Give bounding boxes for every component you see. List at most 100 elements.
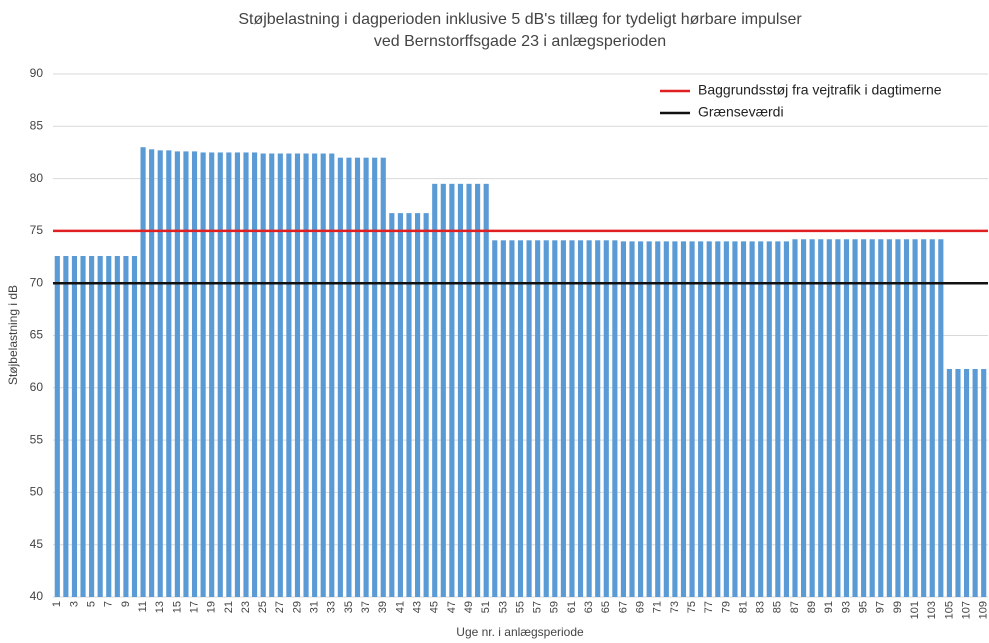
x-tick-label: 45 <box>429 601 441 613</box>
bar <box>981 368 987 597</box>
x-tick-label: 99 <box>892 601 904 613</box>
x-tick-label: 15 <box>171 601 183 613</box>
bar <box>432 183 438 597</box>
x-tick-label: 71 <box>652 601 664 613</box>
y-tick-label: 65 <box>30 328 44 342</box>
x-tick-label: 27 <box>274 601 286 613</box>
bar <box>929 239 935 597</box>
bar <box>577 240 584 597</box>
x-tick-label: 67 <box>617 601 629 613</box>
bar <box>209 152 215 597</box>
bar <box>260 153 266 597</box>
bar <box>543 240 549 597</box>
y-tick-label: 40 <box>30 589 44 603</box>
x-tick-label: 35 <box>343 601 355 613</box>
bar <box>380 157 386 597</box>
x-axis-label: Uge nr. i anlægsperiode <box>456 625 584 639</box>
bar <box>320 153 326 597</box>
bar <box>535 240 541 597</box>
bar <box>277 153 283 597</box>
bar <box>732 241 738 598</box>
x-tick-label: 53 <box>497 601 509 613</box>
bar <box>886 239 892 597</box>
bar <box>723 241 729 598</box>
x-tick-label: 97 <box>875 601 887 613</box>
x-tick-label: 81 <box>737 601 749 613</box>
x-tick-label: 69 <box>634 601 646 613</box>
x-tick-label: 105 <box>943 601 955 619</box>
x-tick-label: 31 <box>309 601 321 613</box>
bar <box>329 153 335 597</box>
bar <box>114 256 120 597</box>
bar <box>466 183 472 597</box>
bar <box>500 240 506 597</box>
bar <box>612 240 618 597</box>
bar <box>801 239 807 597</box>
bar <box>423 213 429 598</box>
bar <box>252 152 258 597</box>
bar <box>312 153 318 597</box>
bar <box>166 150 172 597</box>
x-tick-label: 43 <box>411 601 423 613</box>
x-tick-label: 39 <box>377 601 389 613</box>
bar <box>406 213 412 598</box>
x-tick-label: 63 <box>583 601 595 613</box>
bar <box>663 241 669 598</box>
x-tick-label: 5 <box>86 601 98 607</box>
x-tick-label: 13 <box>154 601 166 613</box>
y-tick-label: 70 <box>30 275 44 289</box>
bar <box>715 241 721 598</box>
bar <box>509 240 515 597</box>
y-tick-label: 55 <box>30 432 44 446</box>
bar <box>792 239 798 597</box>
bar <box>363 157 369 597</box>
bar <box>895 239 901 597</box>
bar <box>140 147 146 597</box>
bar <box>131 256 138 597</box>
x-tick-label: 25 <box>257 601 269 613</box>
bar <box>191 151 198 598</box>
x-tick-label: 83 <box>755 601 767 613</box>
bar <box>775 241 781 598</box>
bar <box>698 241 704 598</box>
bar <box>63 256 69 597</box>
bar <box>80 256 86 597</box>
x-tick-label: 77 <box>703 601 715 613</box>
x-tick-label: 79 <box>720 601 732 613</box>
bar <box>972 368 978 597</box>
bar <box>672 241 678 598</box>
x-tick-label: 47 <box>446 601 458 613</box>
bar <box>234 152 240 597</box>
x-tick-label: 59 <box>549 601 561 613</box>
x-tick-label: 37 <box>360 601 372 613</box>
bar <box>149 149 155 597</box>
chart-title: ved Bernstorffsgade 23 i anlægsperioden <box>374 33 666 50</box>
x-tick-label: 65 <box>600 601 612 613</box>
bar <box>861 239 867 597</box>
bar <box>903 239 910 597</box>
x-tick-label: 55 <box>514 601 526 613</box>
x-tick-label: 57 <box>532 601 544 613</box>
bar <box>878 239 884 597</box>
bar <box>286 153 292 597</box>
bar <box>835 239 841 597</box>
x-tick-label: 103 <box>926 601 938 619</box>
y-tick-label: 45 <box>30 537 44 551</box>
bar <box>552 240 558 597</box>
bar <box>620 241 627 598</box>
x-tick-label: 41 <box>394 601 406 613</box>
bar <box>955 368 961 597</box>
bar <box>475 183 481 597</box>
bar <box>71 256 78 597</box>
x-tick-label: 73 <box>669 601 681 613</box>
bar <box>294 153 301 597</box>
x-tick-label: 49 <box>463 601 475 613</box>
x-tick-label: 21 <box>223 601 235 613</box>
bar <box>629 241 635 598</box>
x-tick-label: 109 <box>978 601 989 619</box>
x-tick-label: 7 <box>103 601 115 607</box>
x-tick-label: 23 <box>240 601 252 613</box>
bar <box>346 157 352 597</box>
bar <box>389 213 395 598</box>
